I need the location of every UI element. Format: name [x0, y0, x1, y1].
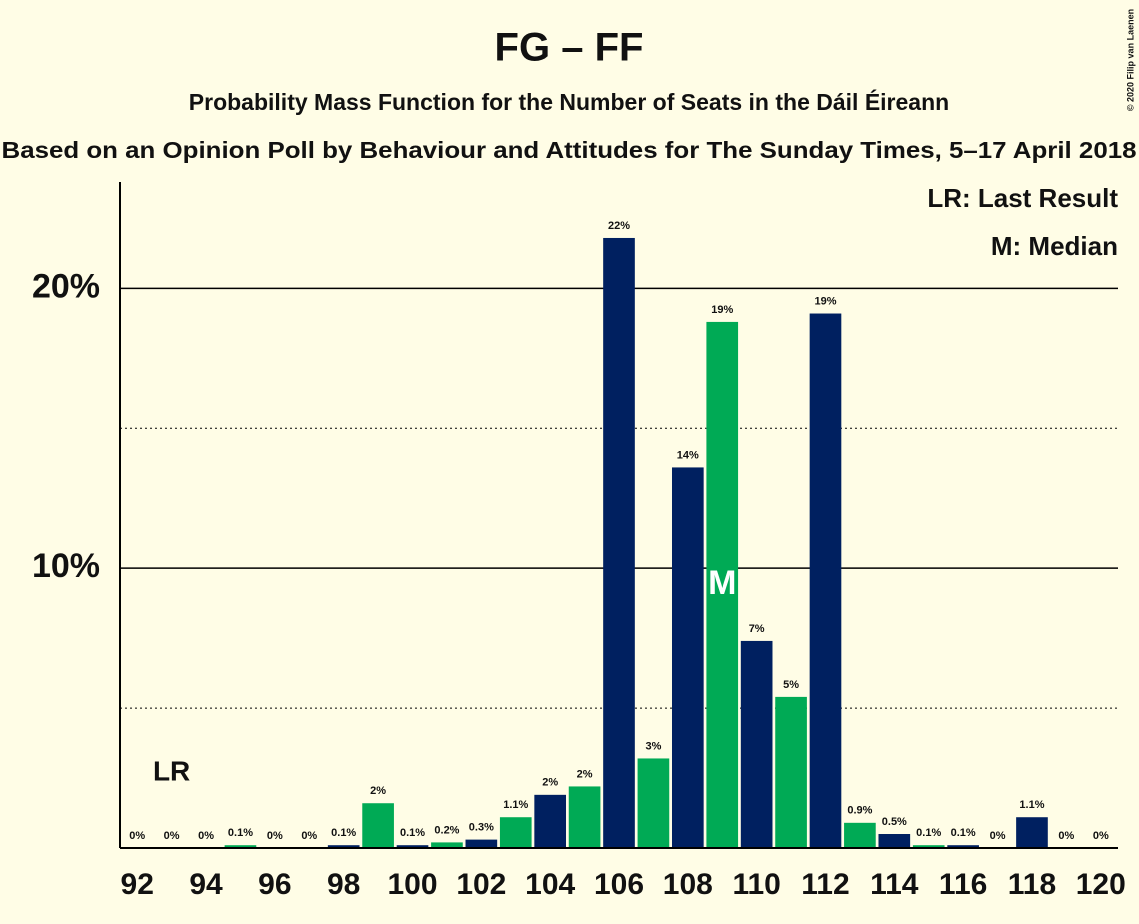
- legend-entry: LR: Last Result: [927, 183, 1118, 213]
- value-label: 0.1%: [400, 827, 425, 839]
- value-label: 14%: [677, 449, 699, 461]
- value-label: 0.2%: [434, 824, 459, 836]
- value-label: 0.3%: [469, 822, 494, 834]
- x-tick-label: 120: [1076, 868, 1126, 901]
- value-label: 2%: [370, 785, 386, 797]
- x-tick-label: 96: [258, 868, 291, 901]
- chart-subtitle: Probability Mass Function for the Number…: [189, 88, 949, 115]
- x-tick-label: 102: [456, 868, 506, 901]
- bar: [327, 845, 360, 848]
- bar: [568, 786, 601, 848]
- x-tick-label: 110: [732, 868, 780, 901]
- annotation: M: [708, 564, 736, 602]
- value-label: 0%: [990, 830, 1006, 842]
- copyright: © 2020 Filip van Laenen: [1125, 9, 1135, 111]
- value-label: 0.1%: [331, 827, 356, 839]
- y-tick-label: 10%: [32, 547, 100, 585]
- bar: [465, 839, 498, 848]
- value-label: 7%: [749, 623, 765, 635]
- value-label: 5%: [783, 679, 799, 691]
- bar: [534, 794, 567, 848]
- x-tick-label: 118: [1008, 868, 1056, 901]
- chart-title: FG – FF: [495, 26, 644, 70]
- value-label: 0.1%: [951, 827, 976, 839]
- bar: [603, 237, 635, 849]
- value-label: 0%: [301, 830, 317, 842]
- bar: [775, 696, 807, 848]
- value-label: 0.1%: [228, 827, 253, 839]
- bar: [637, 758, 670, 848]
- value-label: 0%: [164, 830, 180, 842]
- chart-subtitle: Based on an Opinion Poll by Behaviour an…: [2, 137, 1137, 163]
- value-label: 0%: [1058, 830, 1074, 842]
- bar: [706, 321, 739, 848]
- x-tick-label: 94: [189, 868, 223, 901]
- value-label: 2%: [542, 777, 558, 789]
- x-tick-label: 92: [121, 868, 154, 901]
- value-label: 0.1%: [916, 827, 941, 839]
- bar: [809, 313, 842, 848]
- x-tick-label: 100: [387, 868, 437, 901]
- value-label: 0%: [129, 830, 145, 842]
- bar: [844, 822, 876, 848]
- value-label: 22%: [608, 220, 630, 232]
- value-label: 0%: [1093, 830, 1109, 842]
- bar: [740, 640, 773, 848]
- x-tick-label: 114: [870, 868, 919, 901]
- bar: [431, 842, 463, 848]
- bar: [671, 467, 704, 848]
- bar: [1016, 817, 1048, 848]
- x-tick-label: 104: [525, 868, 575, 901]
- x-tick-label: 98: [327, 868, 360, 901]
- bar: [224, 845, 257, 848]
- value-label: 0%: [267, 830, 283, 842]
- annotation: LR: [153, 755, 190, 786]
- value-label: 0.5%: [882, 816, 907, 828]
- x-tick-label: 106: [594, 868, 644, 901]
- bar: [912, 845, 945, 848]
- value-label: 19%: [711, 304, 733, 316]
- value-label: 19%: [814, 295, 836, 307]
- legend-entry: M: Median: [991, 231, 1118, 261]
- value-label: 2%: [577, 768, 593, 780]
- bar: [878, 834, 911, 848]
- value-label: 1.1%: [503, 799, 528, 811]
- bar: [947, 845, 979, 848]
- value-label: 0%: [198, 830, 214, 842]
- bar: [362, 803, 394, 848]
- value-label: 1.1%: [1019, 799, 1044, 811]
- value-label: 0.9%: [847, 805, 872, 817]
- value-label: 3%: [645, 740, 661, 752]
- x-tick-label: 112: [801, 868, 849, 901]
- bar: [499, 817, 532, 848]
- x-tick-label: 108: [663, 868, 713, 901]
- x-tick-label: 116: [939, 868, 987, 901]
- y-tick-label: 20%: [32, 267, 100, 305]
- bar: [396, 845, 429, 848]
